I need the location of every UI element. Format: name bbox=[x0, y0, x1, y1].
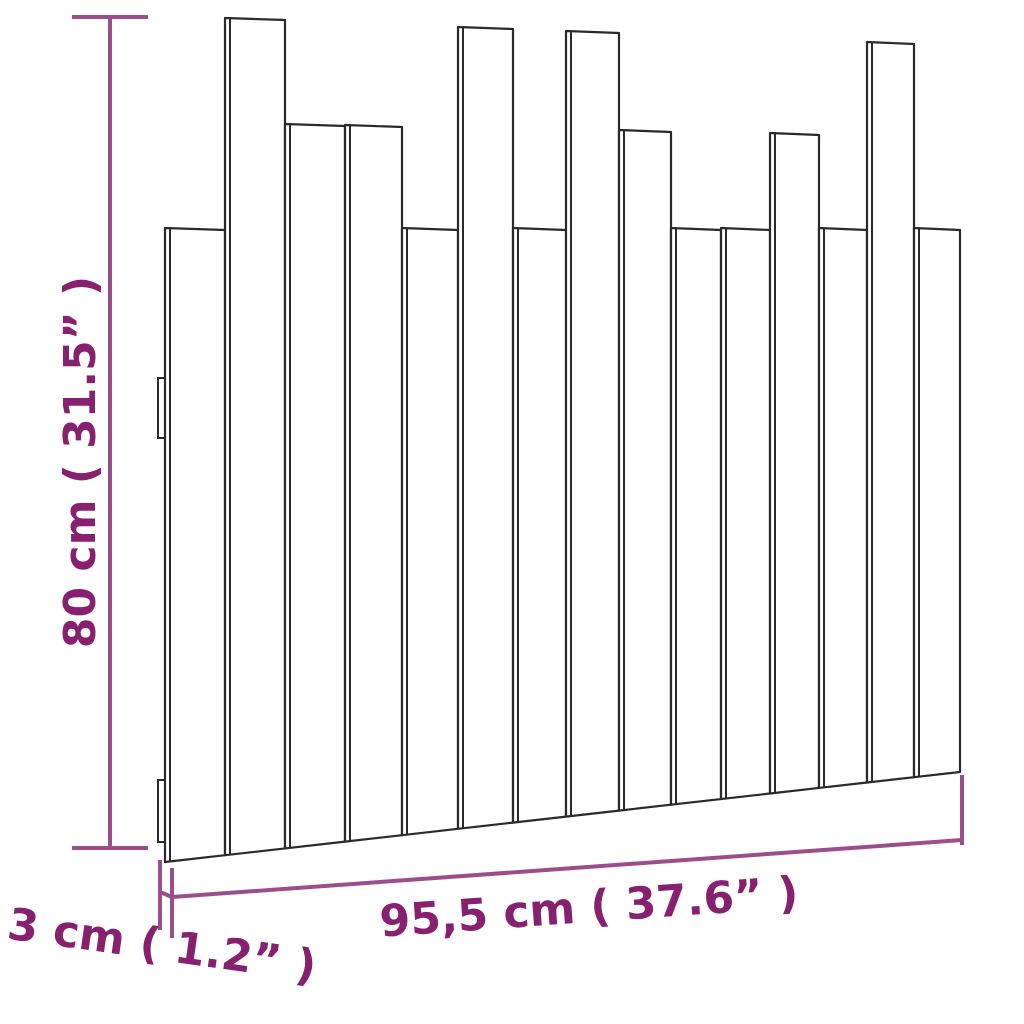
plank bbox=[865, 40, 916, 784]
plank bbox=[400, 226, 460, 837]
plank bbox=[817, 226, 869, 790]
plank bbox=[768, 131, 821, 795]
depth-label: 3 cm ( 1.2” ) bbox=[5, 899, 320, 993]
plank bbox=[223, 16, 287, 857]
plank bbox=[511, 226, 568, 824]
plank bbox=[617, 128, 673, 812]
plank bbox=[163, 226, 227, 864]
dimension-lines bbox=[72, 15, 964, 938]
plank bbox=[669, 226, 723, 806]
plank bbox=[283, 122, 347, 850]
plank bbox=[912, 226, 962, 779]
headboard-planks bbox=[157, 16, 962, 864]
plank bbox=[456, 25, 515, 830]
width-dimension-line bbox=[171, 838, 963, 899]
plank bbox=[564, 29, 621, 818]
depth-dimension-line bbox=[159, 890, 173, 899]
plank bbox=[343, 123, 404, 843]
plank bbox=[719, 226, 772, 801]
height-label: 80 cm ( 31.5” ) bbox=[55, 276, 106, 648]
